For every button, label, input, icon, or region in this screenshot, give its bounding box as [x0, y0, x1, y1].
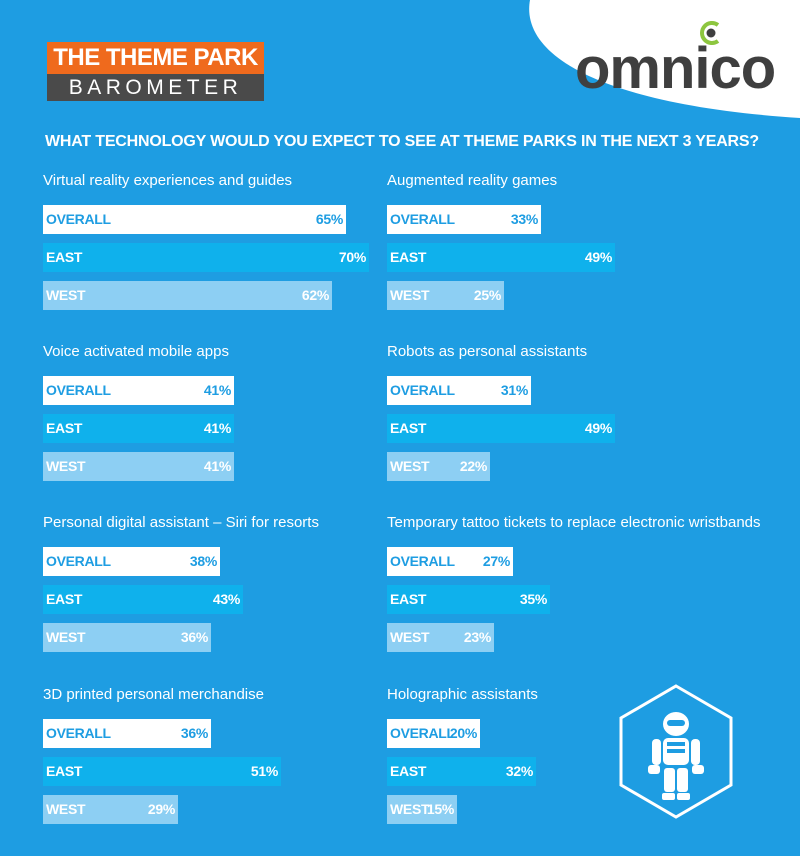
chart-title: Robots as personal assistants — [387, 343, 588, 360]
bar-west: WEST 23% — [387, 623, 494, 652]
bar-category-label: OVERALL — [46, 725, 111, 741]
bar-value-label: 36% — [180, 629, 208, 645]
chart-title: Voice activated mobile apps — [43, 343, 229, 360]
bar-category-label: OVERALL — [390, 211, 455, 227]
bar-value-label: 33% — [510, 211, 538, 227]
bar-value-label: 65% — [315, 211, 343, 227]
bar-category-label: EAST — [46, 763, 83, 779]
bar-east: EAST 32% — [387, 757, 536, 786]
bar-category-label: OVERALL — [46, 211, 111, 227]
bar-value-label: 20% — [449, 725, 477, 741]
bar-category-label: EAST — [46, 420, 83, 436]
bar-value-label: 35% — [519, 591, 547, 607]
bar-category-label: WEST — [46, 287, 86, 303]
bar-category-label: OVERALL — [390, 725, 455, 741]
chart-2: Augmented reality games OVERALL 33% EAST 49%… — [387, 172, 747, 322]
bar-overall: OVERALL 33% — [387, 205, 541, 234]
bar-east: EAST 43% — [43, 585, 243, 614]
bar-overall: OVERALL 38% — [43, 547, 220, 576]
chart-4: Robots as personal assistants OVERALL 31% E… — [387, 343, 747, 493]
badge-subtitle: BAROMETER — [47, 74, 264, 101]
bar-category-label: WEST — [46, 629, 86, 645]
bar-value-label: 32% — [505, 763, 533, 779]
chart-title: Temporary tattoo tickets to replace elec… — [387, 514, 761, 531]
bar-value-label: 27% — [482, 553, 510, 569]
bar-west: WEST 41% — [43, 452, 234, 481]
bar-overall: OVERALL 36% — [43, 719, 211, 748]
brand-background — [529, 0, 800, 118]
bar-value-label: 25% — [473, 287, 501, 303]
chart-title: Virtual reality experiences and guides — [43, 172, 293, 189]
bar-overall: OVERALL 31% — [387, 376, 531, 405]
bar-value-label: 41% — [203, 382, 231, 398]
bar-category-label: EAST — [390, 249, 427, 265]
bar-value-label: 23% — [463, 629, 491, 645]
bar-category-label: EAST — [390, 591, 427, 607]
bar-value-label: 29% — [147, 801, 175, 817]
bar-value-label: 49% — [584, 249, 612, 265]
bar-east: EAST 51% — [43, 757, 281, 786]
bar-overall: OVERALL 41% — [43, 376, 234, 405]
bar-value-label: 38% — [189, 553, 217, 569]
bar-east: EAST 41% — [43, 414, 234, 443]
bar-east: EAST 49% — [387, 243, 615, 272]
bar-east: EAST 70% — [43, 243, 369, 272]
bar-value-label: 43% — [212, 591, 240, 607]
bar-category-label: EAST — [390, 763, 427, 779]
bar-category-label: WEST — [46, 801, 86, 817]
bar-category-label: WEST — [390, 629, 430, 645]
bar-value-label: 41% — [203, 458, 231, 474]
bar-category-label: WEST — [390, 458, 430, 474]
bar-value-label: 22% — [459, 458, 487, 474]
badge-title: THE THEME PARK — [47, 42, 264, 74]
barometer-badge: THE THEME PARK BAROMETER — [47, 42, 264, 101]
bar-value-label: 31% — [500, 382, 528, 398]
bar-west: WEST 22% — [387, 452, 490, 481]
chart-1: Virtual reality experiences and guides OV… — [43, 172, 403, 322]
bar-west: WEST 29% — [43, 795, 178, 824]
chart-8: Holographic assistants OVERALL 20% EAST 32% W… — [387, 686, 747, 836]
bar-category-label: OVERALL — [390, 553, 455, 569]
bar-category-label: EAST — [46, 591, 83, 607]
brand-logo: omnico — [575, 36, 776, 101]
bar-east: EAST 35% — [387, 585, 550, 614]
bar-category-label: OVERALL — [390, 382, 455, 398]
bar-value-label: 70% — [338, 249, 366, 265]
bar-value-label: 62% — [301, 287, 329, 303]
bar-overall: OVERALL 20% — [387, 719, 480, 748]
bar-category-label: EAST — [46, 249, 83, 265]
chart-7: 3D printed personal merchandise OVERALL 36… — [43, 686, 403, 836]
bar-west: WEST 62% — [43, 281, 332, 310]
chart-title: Personal digital assistant – Siri for re… — [43, 514, 319, 531]
chart-title: 3D printed personal merchandise — [43, 686, 264, 703]
chart-5: Personal digital assistant – Siri for re… — [43, 514, 403, 664]
bar-value-label: 36% — [180, 725, 208, 741]
bar-category-label: WEST — [46, 458, 86, 474]
bar-overall: OVERALL 65% — [43, 205, 346, 234]
bar-overall: OVERALL 27% — [387, 547, 513, 576]
chart-title: Augmented reality games — [387, 172, 558, 189]
bar-category-label: OVERALL — [46, 382, 111, 398]
bar-value-label: 51% — [250, 763, 278, 779]
bar-category-label: OVERALL — [46, 553, 111, 569]
bar-category-label: WEST — [390, 801, 430, 817]
bar-category-label: WEST — [390, 287, 430, 303]
bar-value-label: 49% — [584, 420, 612, 436]
bar-category-label: EAST — [390, 420, 427, 436]
chart-title: Holographic assistants — [387, 686, 538, 703]
bar-west: WEST 15% — [387, 795, 457, 824]
bar-value-label: 41% — [203, 420, 231, 436]
bar-value-label: 15% — [426, 801, 454, 817]
robot-icon — [619, 684, 733, 819]
survey-question: WHAT TECHNOLOGY WOULD YOU EXPECT TO SEE … — [45, 133, 759, 150]
bar-west: WEST 36% — [43, 623, 211, 652]
bar-west: WEST 25% — [387, 281, 504, 310]
chart-3: Voice activated mobile apps OVERALL 41% EAS… — [43, 343, 403, 493]
brand-mark-icon — [700, 21, 720, 45]
chart-6: Temporary tattoo tickets to replace elec… — [387, 514, 761, 664]
bar-east: EAST 49% — [387, 414, 615, 443]
